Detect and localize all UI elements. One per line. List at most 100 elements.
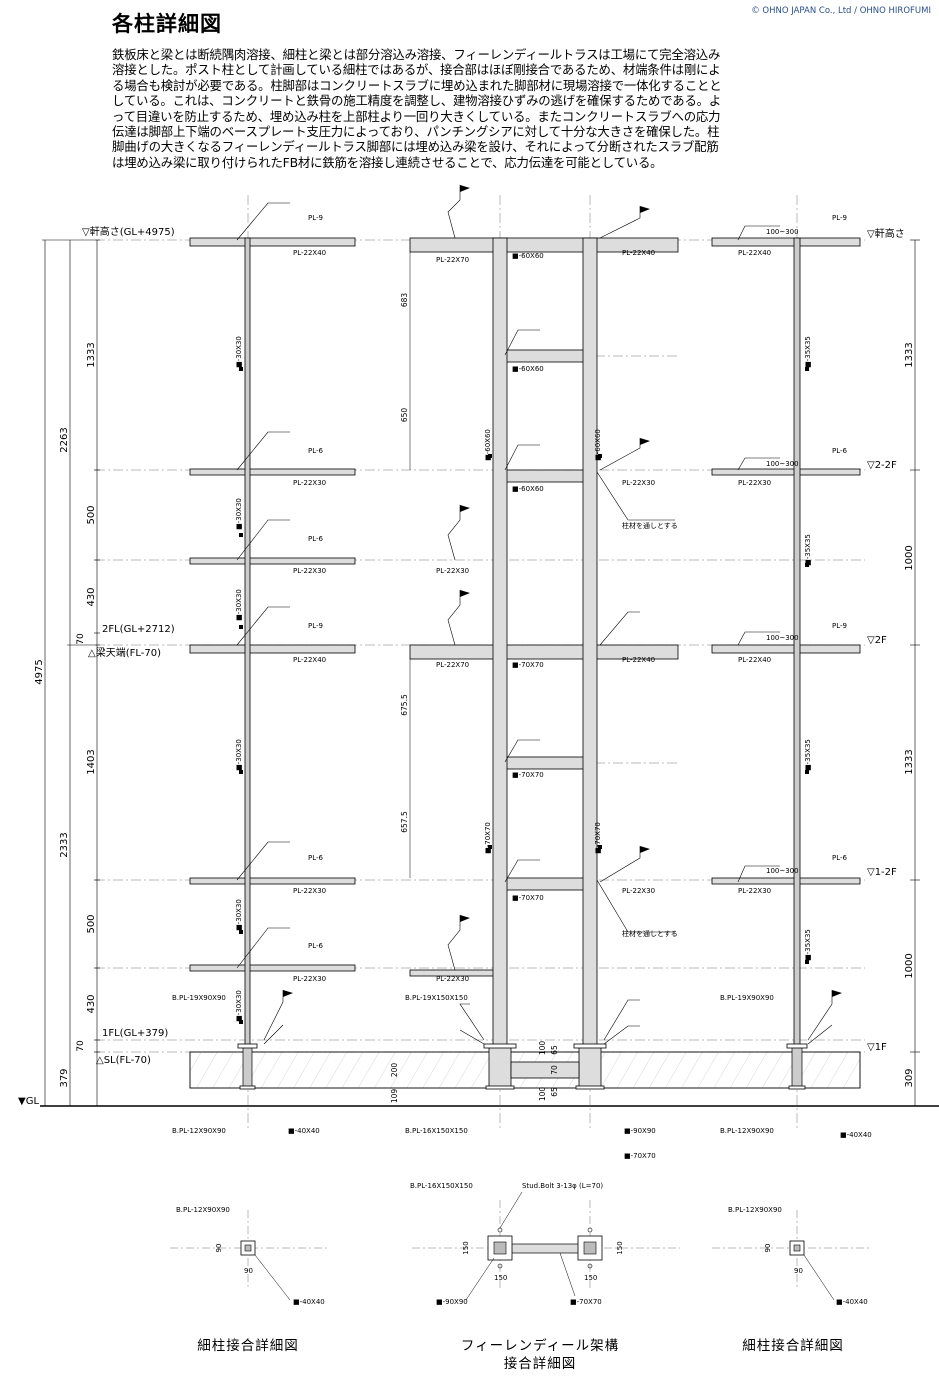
plate-label: PL-6 [832,854,848,862]
weld-leaders [236,185,833,1045]
column-label: ■-35X35 [804,739,812,771]
dim-value: 500 [86,505,97,524]
right-dimension-values: 1333 1000 1333 1000 309 [904,342,915,1087]
plan-dim: 90 [764,1244,772,1253]
copyright-credit: © OHNO JAPAN Co., Ltd / OHNO HIROFUMI [751,6,931,16]
right-level-labels: ▽軒高さ ▽2-2F ▽2F ▽1-2F ▽1F [867,227,905,1053]
dim-value: 1333 [904,749,915,774]
description-line: って目違いを防止するため、埋め込み柱を上部柱より一回り大きくしている。またコンク… [112,108,721,124]
base-plate-label: B.PL-12X90X90 [720,1127,774,1135]
beam-label: PL-22X30 [622,479,655,487]
right-dimension-lines [910,239,920,1106]
dim-value: 65 [550,1045,559,1055]
beam-label: PL-22X30 [738,887,771,895]
plan-truss [487,1227,603,1269]
base-plate-label: B.PL-12X90X90 [172,1127,226,1135]
plan-dim: 150 [616,1241,624,1254]
range-label: 100~300 [766,460,799,468]
plan-dim: 150 [462,1241,470,1254]
dim-value: 1403 [86,749,97,774]
left-dimension-lines [42,239,100,1107]
plan-column-label: ■-90X90 [436,1298,468,1306]
eaves-level-label-right: ▽軒高さ [867,227,905,240]
level-1-2f-label: ▽1-2F [867,867,897,878]
dim-value: 430 [86,587,97,606]
left-member-labels: PL-9 PL-22X40 PL-6 PL-22X30 PL-6 PL-22X3… [172,214,326,1135]
truss-dimension-values: 683 650 675.5 657.5 200 109 100 65 70 10… [390,252,559,1103]
right-embedded-column [791,1045,803,1089]
beam-top-level-label: △梁天端(FL-70) [88,646,161,659]
left-dimension-values: 4975 2263 2333 1333 500 430 70 1403 500 … [34,342,97,1087]
dim-upper: 2263 [59,427,70,452]
dim-value: 100 [538,1041,547,1056]
dim-value: 683 [400,293,409,308]
beam-label: PL-22X30 [293,479,326,487]
description-line: している。これは、コンクリートと鉄骨の施工精度を調整し、建物溶接ひずみの逃げを確… [112,93,722,109]
center-caption-line1: フィーレンディール架構 [460,1338,620,1354]
plate-label: PL-6 [832,447,848,455]
column-label: ■-30X30 [235,899,243,931]
left-beams [189,237,356,972]
column-label: ■-35X35 [804,534,812,566]
dim-value: 379 [59,1068,70,1087]
plan-base-plate-label: B.PL-12X90X90 [728,1206,782,1214]
floor2-level-label: 2FL(GL+2712) [102,624,175,635]
level-2-2f-label: ▽2-2F [867,460,897,471]
plan-base-plate-label: B.PL-12X90X90 [176,1206,230,1214]
dim-total: 4975 [34,659,45,684]
description-line: 溶接とした。ポスト柱として計画している細柱ではあるが、接合部はほぼ剛接合であるた… [112,62,721,78]
description-line: 鉄板床と梁とは断続隅肉溶接、細柱と梁とは部分溶込み溶接、フィーレンディールトラス… [112,47,721,62]
drawing-title: 各柱詳細図 [112,12,222,36]
base-plate-label: B.PL-19X90X90 [172,994,226,1002]
embedded-column-label: ■-40X40 [840,1131,872,1139]
embedded-column-label: ■-40X40 [288,1127,320,1135]
dim-value: 70 [76,1040,86,1052]
dim-lower: 2333 [59,832,70,857]
dim-value: 200 [390,1063,399,1078]
right-beams [711,237,861,885]
description-line: 伝達は脚部上下端のベースプレート支圧力によっており、パンチングシアに対して十分な… [112,124,720,140]
beam-label: PL-22X40 [293,656,326,664]
column-label: ■-70X70 [594,822,602,854]
dim-value: 100 [538,1087,547,1102]
plan-beam-label: ■-70X70 [570,1298,602,1306]
dim-value: 657.5 [400,811,409,833]
beam-label: PL-22X30 [436,975,469,983]
plan-leaders [254,1191,835,1301]
column-label: ■-30X30 [235,336,243,368]
description-line: る場合も検討が必要である。柱脚部はコンクリートスラブに埋め込まれた脚部材に現場溶… [112,77,722,93]
plate-label: PL-9 [832,214,847,222]
embedded-column-label: ■-90X90 [624,1127,656,1135]
plan-column-label: ■-40X40 [836,1298,868,1306]
left-level-labels: ▽軒高さ(GL+4975) 2FL(GL+2712) △梁天端(FL-70) 1… [18,225,175,1107]
floor1-level-label: 1FL(GL+379) [102,1028,168,1039]
weld-flag-icon [283,185,842,997]
base-plate-label: B.PL-19X150X150 [405,994,468,1002]
member-label: ■-60X60 [512,252,544,260]
plan-dim: 90 [794,1267,803,1275]
column-label: ■-60X60 [594,429,602,461]
member-label: ■-60X60 [512,365,544,373]
dim-value: 650 [400,408,409,423]
eaves-level-label: ▽軒高さ(GL+4975) [82,225,175,238]
column-label: ■-30X30 [235,589,243,621]
truss-member-labels: PL-22X70 PL-22X40 ■-60X60 ■-60X60 ■-60X6… [405,249,678,1160]
ground-level-label: ▼GL [18,1096,39,1107]
dim-value: 1333 [904,342,915,367]
plate-label: PL-6 [308,535,324,543]
description-line: 脚曲げの大きくなるフィーレンディールトラス脚部には埋め込み梁を設け、それによって… [112,139,719,155]
beam-label: PL-22X70 [436,256,469,264]
plan-labels: B.PL-12X90X90 90 90 ■-40X40 B.PL-16X150X… [176,1182,868,1306]
beam-label: PL-22X30 [622,887,655,895]
beam-label: PL-22X40 [738,656,771,664]
slab-level-label: △SL(FL-70) [96,1055,151,1066]
member-label: ■-70X70 [512,661,544,669]
dim-value: 70 [76,633,86,645]
section-square-icon [239,367,809,1024]
beam-label: PL-22X40 [738,249,771,257]
description-line: は埋め込み梁に取り付けられたFB材に鉄筋を溶接し連続させることで、応力伝達を可能… [112,154,663,170]
plan-base-plate-label: B.PL-16X150X150 [410,1182,473,1190]
plan-dim: 150 [584,1274,597,1282]
base-plates [237,1043,808,1090]
